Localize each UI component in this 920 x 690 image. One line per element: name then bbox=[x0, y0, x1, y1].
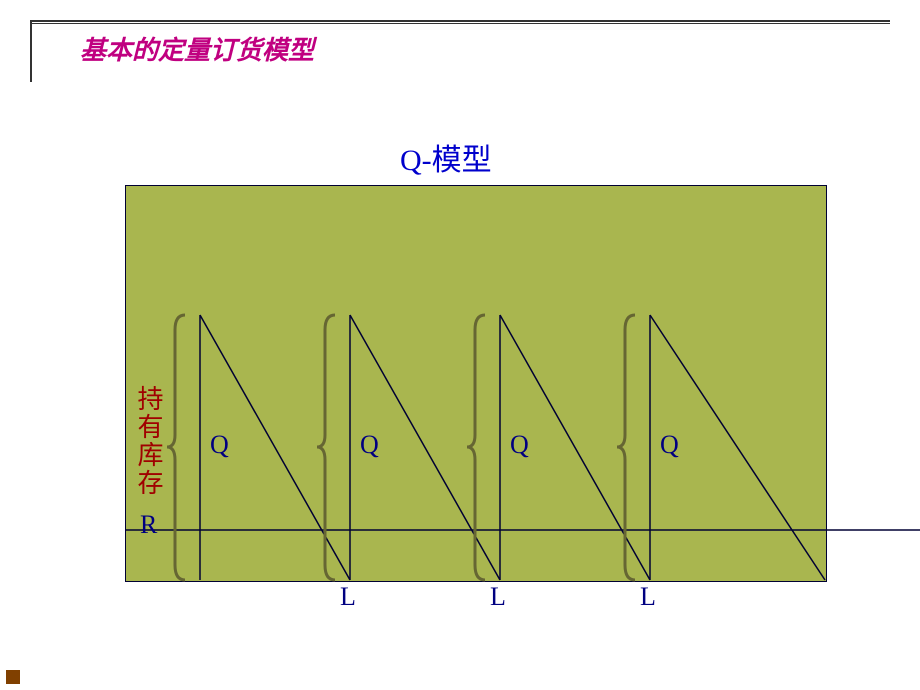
q-label-3: Q bbox=[510, 430, 529, 460]
brace-2 bbox=[317, 315, 335, 580]
l-label-3: L bbox=[640, 582, 656, 612]
q-model-chart bbox=[125, 185, 920, 605]
brace-4 bbox=[617, 315, 635, 580]
l-label-1: L bbox=[340, 582, 356, 612]
q-label-4: Q bbox=[660, 430, 679, 460]
l-label-2: L bbox=[490, 582, 506, 612]
brace-3 bbox=[467, 315, 485, 580]
q-label-2: Q bbox=[360, 430, 379, 460]
q-label-1: Q bbox=[210, 430, 229, 460]
brace-1 bbox=[167, 315, 185, 580]
y-axis-label: 持有库存 bbox=[130, 385, 167, 497]
r-label: R bbox=[140, 510, 157, 540]
corner-mark bbox=[6, 670, 20, 684]
page-title: 基本的定量订货模型 bbox=[80, 30, 314, 67]
chart-subtitle: Q-模型 bbox=[400, 135, 492, 179]
